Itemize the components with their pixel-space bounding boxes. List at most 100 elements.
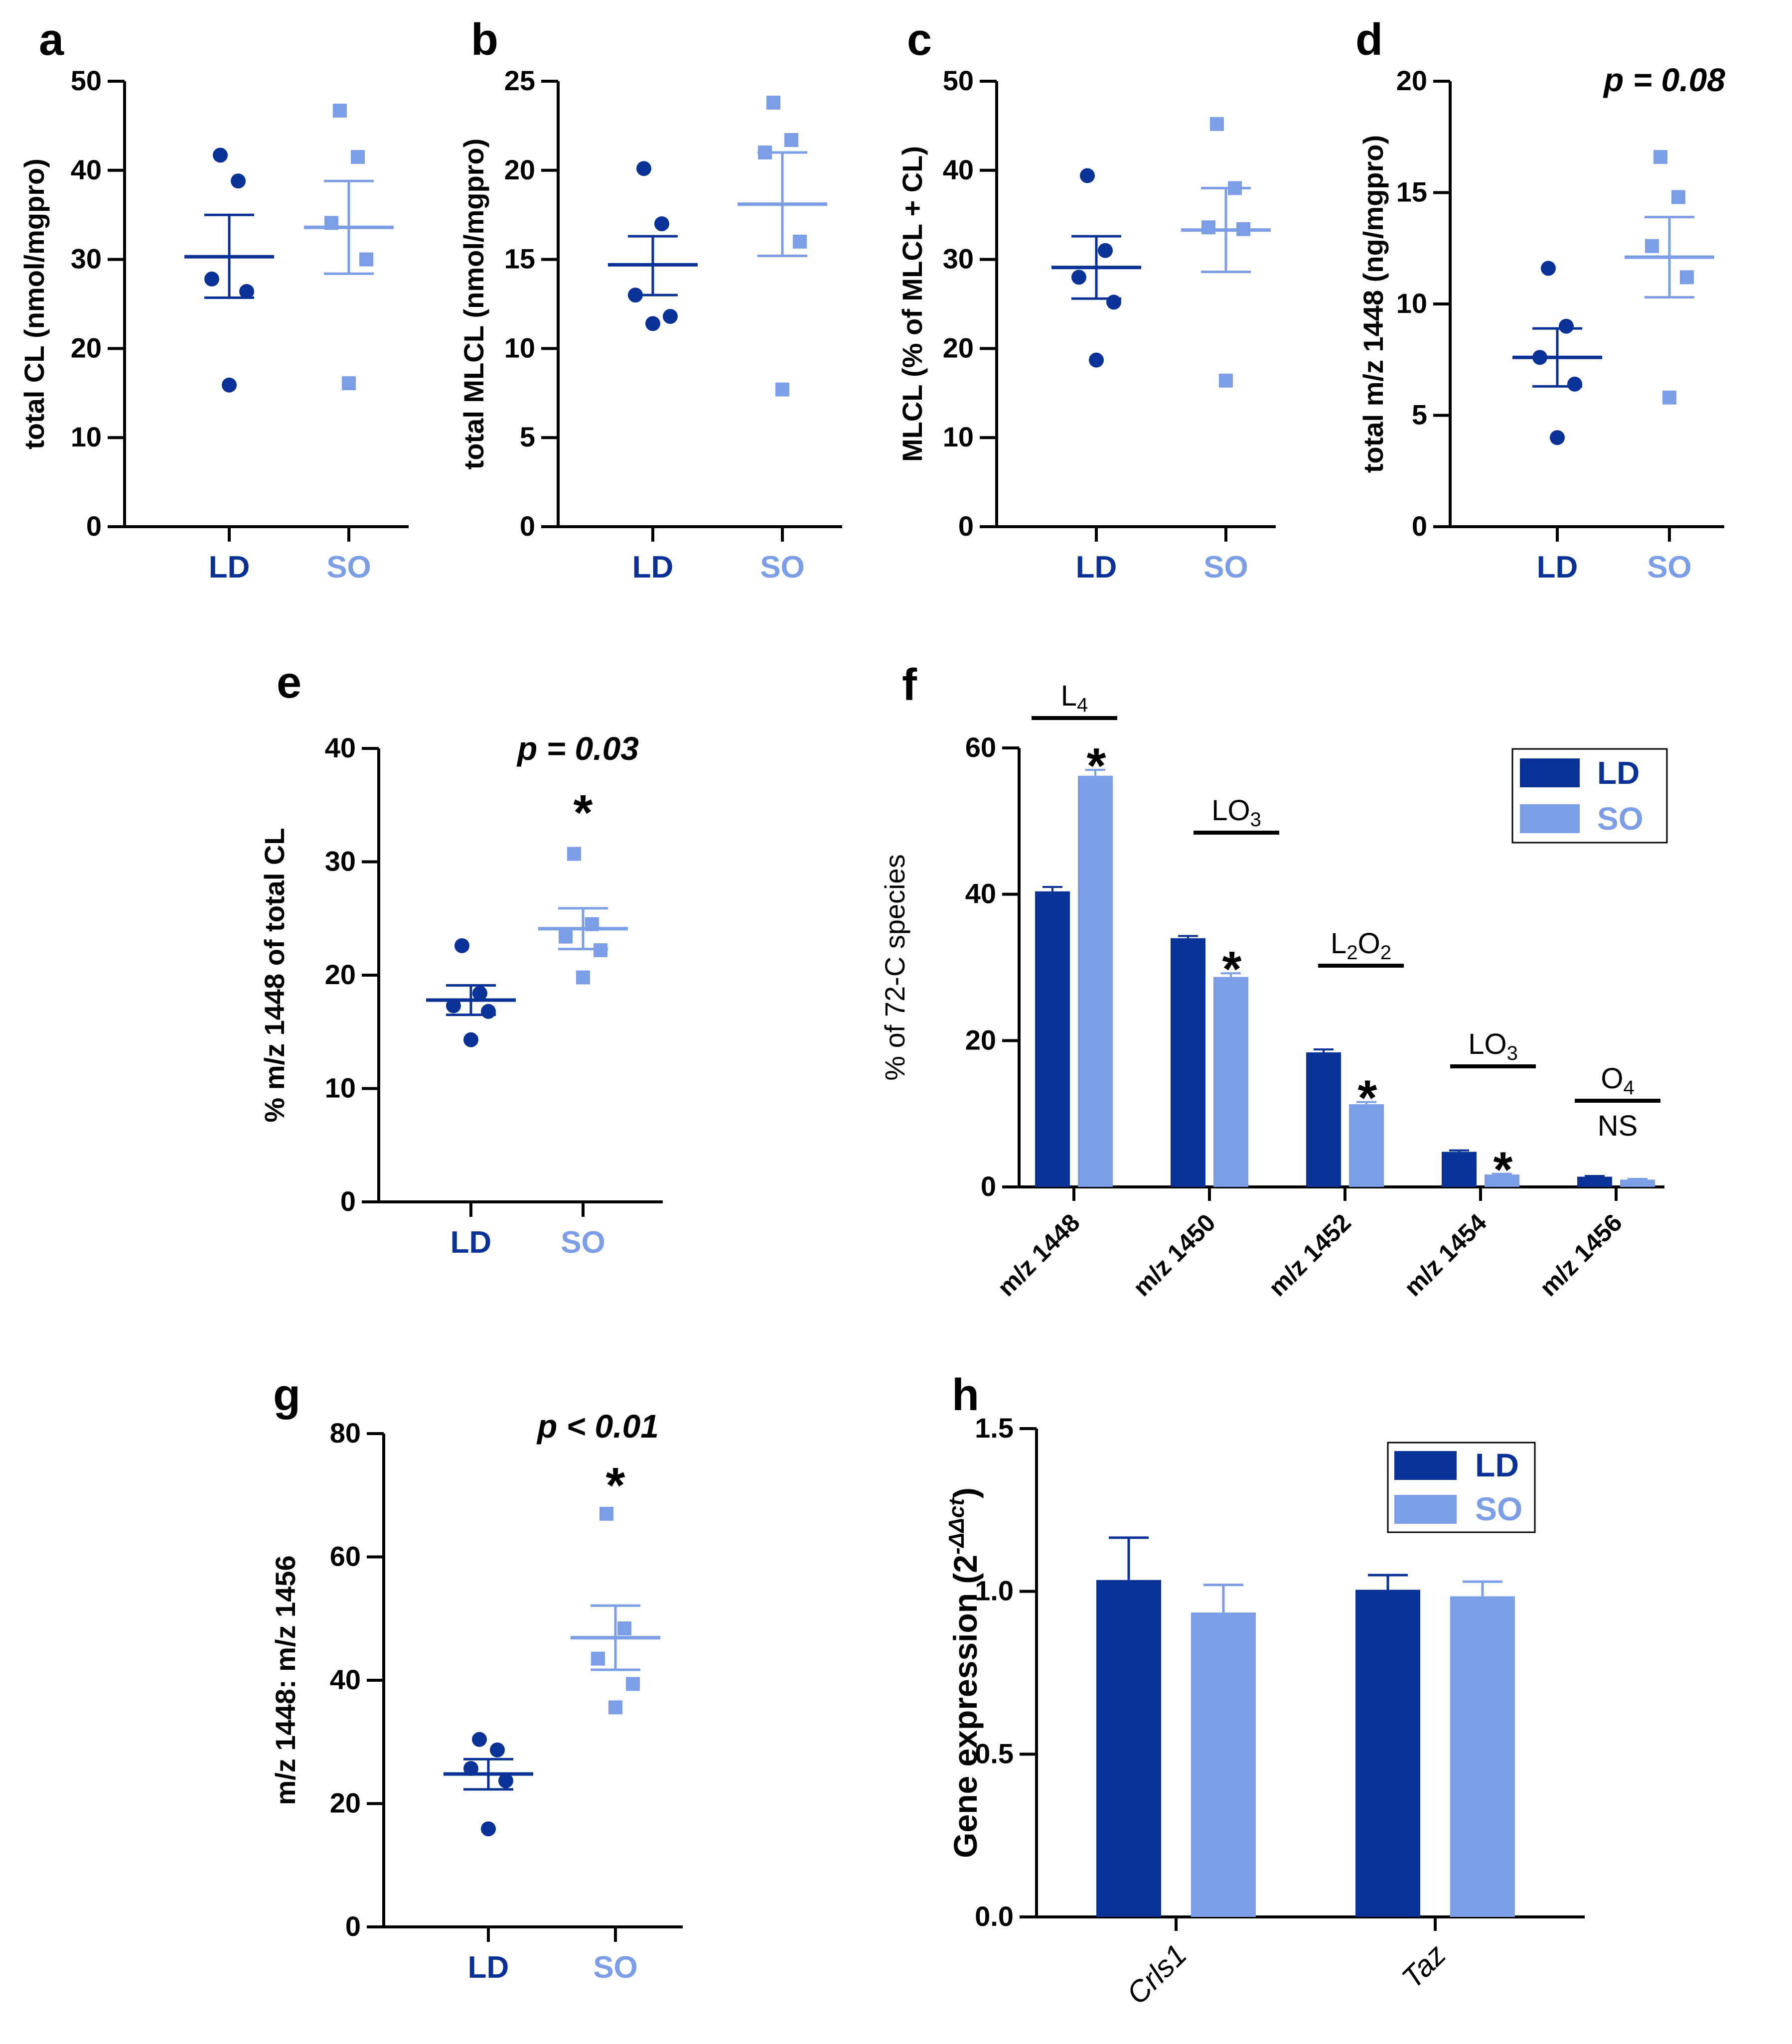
data-point-so xyxy=(1219,373,1233,388)
y-tick-label: 20 xyxy=(943,332,974,363)
significance-star: * xyxy=(606,1458,625,1513)
panel-b: b 0 5 10 15 20 25 total MLCL (nmol/mgpro) LD SO xyxy=(458,15,842,584)
y-tick-label: 15 xyxy=(504,243,535,275)
legend-swatch-ld xyxy=(1520,758,1580,787)
y-tick-label: 0 xyxy=(981,1170,996,1202)
x-tick-label: LD xyxy=(209,550,250,584)
data-point-ld xyxy=(498,1773,513,1788)
significance-label: NS xyxy=(1598,1110,1638,1142)
y-tick-label: 1.0 xyxy=(975,1575,1014,1606)
panel-letter: d xyxy=(1355,15,1383,65)
data-point-ld xyxy=(481,1004,496,1019)
x-tick-label: LD xyxy=(468,1950,509,1985)
panel-letter: c xyxy=(907,15,932,65)
y-tick-label: 60 xyxy=(330,1541,361,1572)
y-tick-label: 30 xyxy=(325,846,356,877)
data-point-ld xyxy=(663,309,678,324)
data-point-so xyxy=(766,95,780,110)
data-point-so xyxy=(1671,190,1685,204)
data-point-so xyxy=(359,252,373,267)
legend: LD SO xyxy=(1387,1442,1536,1533)
data-point-ld xyxy=(1532,350,1547,365)
p-value-annotation: p = 0.08 xyxy=(1603,61,1725,98)
data-point-ld xyxy=(239,284,254,299)
bar-so-1 xyxy=(1078,775,1113,1187)
data-point-so xyxy=(599,1506,613,1521)
y-tick-label: 40 xyxy=(943,154,974,185)
x-tick-label: m/z 1454 xyxy=(1399,1208,1492,1302)
x-tick-label: m/z 1448 xyxy=(992,1208,1085,1302)
y-axis-label: total m/z 1448 (ng/mgpro) xyxy=(1357,135,1389,473)
y-tick-label: 10 xyxy=(943,421,974,452)
bar-ld-2 xyxy=(1171,938,1205,1187)
panel-letter: a xyxy=(39,15,64,65)
data-point-so xyxy=(351,149,365,164)
panel-g: g 0 20 40 60 80 m/z 1448: m/z 1456 LD SO p < 0.01… xyxy=(270,1370,683,1985)
data-point-so xyxy=(567,847,581,861)
y-tick-label: 20 xyxy=(504,154,535,185)
bar-so-2 xyxy=(1213,977,1248,1187)
data-point-so xyxy=(585,917,599,931)
data-point-so xyxy=(1201,220,1215,235)
y-axis-label: total MLCL (nmol/mgpro) xyxy=(458,139,489,470)
x-tick-label: m/z 1452 xyxy=(1263,1208,1356,1302)
legend-box xyxy=(1387,1442,1536,1533)
y-tick-label: 20 xyxy=(330,1787,361,1819)
legend-label-so: SO xyxy=(1597,801,1643,837)
bar-ld-taz xyxy=(1355,1590,1420,1917)
data-point-so xyxy=(591,1651,605,1666)
y-tick-label: 10 xyxy=(71,421,102,452)
y-axis-label: Gene expression (2-ΔΔct) xyxy=(944,1487,984,1858)
data-point-ld xyxy=(636,161,651,176)
bar-so-4 xyxy=(1485,1174,1519,1187)
bar-so-5 xyxy=(1620,1179,1655,1187)
x-tick-label: SO xyxy=(760,550,805,584)
x-tick-label: LD xyxy=(450,1225,492,1260)
data-point-so xyxy=(1645,239,1659,253)
data-point-so xyxy=(333,104,347,118)
legend-swatch-so xyxy=(1520,804,1580,833)
data-point-ld xyxy=(645,316,660,331)
data-point-so xyxy=(775,382,789,397)
data-point-so xyxy=(576,970,590,985)
y-tick-label: 0 xyxy=(340,1185,356,1217)
data-point-so xyxy=(342,376,356,391)
panel-letter: g xyxy=(273,1370,300,1420)
y-tick-label: 20 xyxy=(1396,65,1427,96)
y-tick-label: 10 xyxy=(325,1072,356,1104)
x-tick-label: SO xyxy=(1647,550,1692,584)
data-point-ld xyxy=(231,173,246,189)
bar-ld-crls1 xyxy=(1096,1580,1161,1917)
bar-so-taz xyxy=(1450,1596,1515,1917)
y-tick-label: 40 xyxy=(325,732,356,763)
data-point-so xyxy=(324,216,338,230)
data-point-so xyxy=(1210,117,1224,131)
panel-e: e 0 10 20 30 40 % m/z 1448 of total CL LD SO p = … xyxy=(259,658,663,1260)
y-tick-label: 0 xyxy=(345,1910,361,1942)
data-point-so xyxy=(594,943,607,957)
y-tick-label: 0 xyxy=(1412,510,1427,542)
y-tick-label: 20 xyxy=(325,959,356,990)
x-tick-label: m/z 1456 xyxy=(1534,1208,1628,1302)
panel-d: d 0 5 10 15 20 total m/z 1448 (ng/mgpro) LD SO p … xyxy=(1355,15,1725,584)
bar-ld-3 xyxy=(1306,1052,1341,1187)
data-point-so xyxy=(608,1700,622,1715)
x-tick-label: SO xyxy=(561,1225,605,1260)
data-point-ld xyxy=(463,1760,478,1776)
data-point-ld xyxy=(1106,294,1121,310)
bar-ld-1 xyxy=(1035,891,1070,1187)
y-tick-label: 40 xyxy=(71,154,102,185)
y-axis-label: % of 72-C species xyxy=(879,854,910,1080)
x-tick-label: Taz xyxy=(1395,1938,1452,1995)
data-point-ld xyxy=(1098,243,1113,258)
significance-star: * xyxy=(1493,1142,1513,1198)
x-tick-label: Crls1 xyxy=(1120,1938,1193,2011)
y-tick-label: 0 xyxy=(86,510,102,542)
significance-star: * xyxy=(1087,738,1106,794)
data-point-so xyxy=(1236,222,1250,236)
y-tick-label: 20 xyxy=(71,332,102,363)
data-point-so xyxy=(617,1621,631,1636)
data-point-so xyxy=(1680,270,1694,285)
data-point-ld xyxy=(463,1032,478,1047)
